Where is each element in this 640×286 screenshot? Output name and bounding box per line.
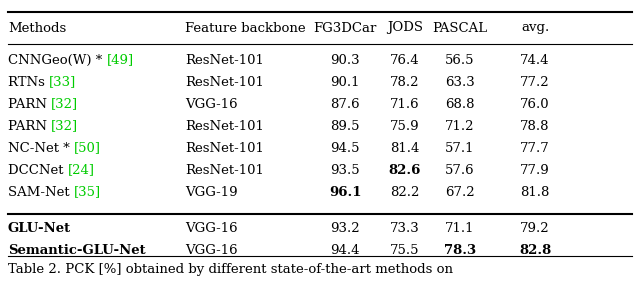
Text: [32]: [32] xyxy=(51,120,78,132)
Text: 77.2: 77.2 xyxy=(520,76,550,88)
Text: ResNet-101: ResNet-101 xyxy=(185,76,264,88)
Text: 75.9: 75.9 xyxy=(390,120,420,132)
Text: ResNet-101: ResNet-101 xyxy=(185,142,264,154)
Text: 67.2: 67.2 xyxy=(445,186,475,198)
Text: PARN: PARN xyxy=(8,120,51,132)
Text: ResNet-101: ResNet-101 xyxy=(185,53,264,67)
Text: ResNet-101: ResNet-101 xyxy=(185,164,264,176)
Text: [33]: [33] xyxy=(49,76,76,88)
Text: 63.3: 63.3 xyxy=(445,76,475,88)
Text: PASCAL: PASCAL xyxy=(433,21,488,35)
Text: 78.3: 78.3 xyxy=(444,243,476,257)
Text: [24]: [24] xyxy=(68,164,95,176)
Text: 82.6: 82.6 xyxy=(389,164,421,176)
Text: NC-Net *: NC-Net * xyxy=(8,142,74,154)
Text: 93.5: 93.5 xyxy=(330,164,360,176)
Text: 82.8: 82.8 xyxy=(519,243,551,257)
Text: 94.4: 94.4 xyxy=(330,243,360,257)
Text: ResNet-101: ResNet-101 xyxy=(185,120,264,132)
Text: 81.8: 81.8 xyxy=(520,186,550,198)
Text: 73.3: 73.3 xyxy=(390,221,420,235)
Text: 90.3: 90.3 xyxy=(330,53,360,67)
Text: 76.0: 76.0 xyxy=(520,98,550,110)
Text: 96.1: 96.1 xyxy=(329,186,361,198)
Text: RTNs: RTNs xyxy=(8,76,49,88)
Text: GLU-Net: GLU-Net xyxy=(8,221,71,235)
Text: Semantic-GLU-Net: Semantic-GLU-Net xyxy=(8,243,146,257)
Text: 57.6: 57.6 xyxy=(445,164,475,176)
Text: 77.7: 77.7 xyxy=(520,142,550,154)
Text: 76.4: 76.4 xyxy=(390,53,420,67)
Text: 78.8: 78.8 xyxy=(520,120,550,132)
Text: JODS: JODS xyxy=(387,21,423,35)
Text: CNNGeo(W) *: CNNGeo(W) * xyxy=(8,53,106,67)
Text: VGG-16: VGG-16 xyxy=(185,243,237,257)
Text: 82.2: 82.2 xyxy=(390,186,420,198)
Text: 79.2: 79.2 xyxy=(520,221,550,235)
Text: 81.4: 81.4 xyxy=(390,142,420,154)
Text: [32]: [32] xyxy=(51,98,78,110)
Text: Feature backbone: Feature backbone xyxy=(185,21,306,35)
Text: [49]: [49] xyxy=(106,53,134,67)
Text: 71.6: 71.6 xyxy=(390,98,420,110)
Text: VGG-19: VGG-19 xyxy=(185,186,237,198)
Text: [35]: [35] xyxy=(74,186,101,198)
Text: Methods: Methods xyxy=(8,21,67,35)
Text: 71.2: 71.2 xyxy=(445,120,475,132)
Text: 77.9: 77.9 xyxy=(520,164,550,176)
Text: 71.1: 71.1 xyxy=(445,221,475,235)
Text: 89.5: 89.5 xyxy=(330,120,360,132)
Text: 57.1: 57.1 xyxy=(445,142,475,154)
Text: Table 2. PCK [%] obtained by different state-of-the-art methods on: Table 2. PCK [%] obtained by different s… xyxy=(8,263,453,277)
Text: 75.5: 75.5 xyxy=(390,243,420,257)
Text: 74.4: 74.4 xyxy=(520,53,550,67)
Text: VGG-16: VGG-16 xyxy=(185,98,237,110)
Text: 78.2: 78.2 xyxy=(390,76,420,88)
Text: 87.6: 87.6 xyxy=(330,98,360,110)
Text: VGG-16: VGG-16 xyxy=(185,221,237,235)
Text: [50]: [50] xyxy=(74,142,101,154)
Text: 93.2: 93.2 xyxy=(330,221,360,235)
Text: 90.1: 90.1 xyxy=(330,76,360,88)
Text: FG3DCar: FG3DCar xyxy=(314,21,377,35)
Text: DCCNet: DCCNet xyxy=(8,164,68,176)
Text: SAM-Net: SAM-Net xyxy=(8,186,74,198)
Text: 56.5: 56.5 xyxy=(445,53,475,67)
Text: 68.8: 68.8 xyxy=(445,98,475,110)
Text: PARN: PARN xyxy=(8,98,51,110)
Text: avg.: avg. xyxy=(521,21,549,35)
Text: 94.5: 94.5 xyxy=(330,142,360,154)
